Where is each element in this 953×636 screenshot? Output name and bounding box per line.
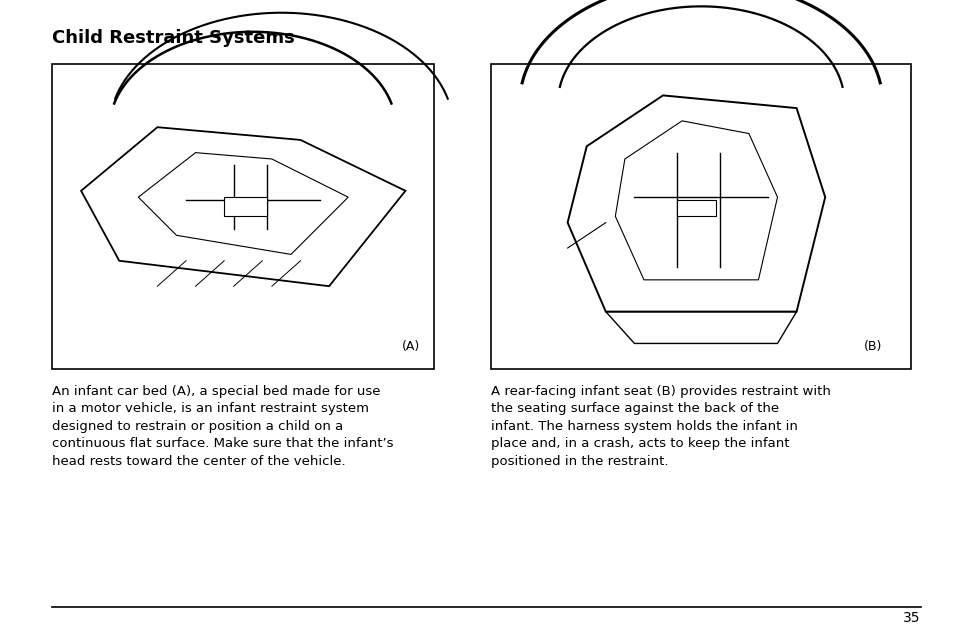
Bar — [224, 197, 267, 216]
Text: An infant car bed (A), a special bed made for use
in a motor vehicle, is an infa: An infant car bed (A), a special bed mad… — [52, 385, 394, 468]
Text: A rear-facing infant seat (B) provides restraint with
the seating surface agains: A rear-facing infant seat (B) provides r… — [491, 385, 830, 468]
Text: 35: 35 — [902, 611, 920, 625]
Bar — [491, 64, 910, 369]
Text: (B): (B) — [863, 340, 882, 353]
Text: Child Restraint Systems: Child Restraint Systems — [52, 29, 294, 46]
Bar — [677, 200, 715, 216]
Text: (A): (A) — [401, 340, 419, 353]
Bar — [52, 64, 434, 369]
